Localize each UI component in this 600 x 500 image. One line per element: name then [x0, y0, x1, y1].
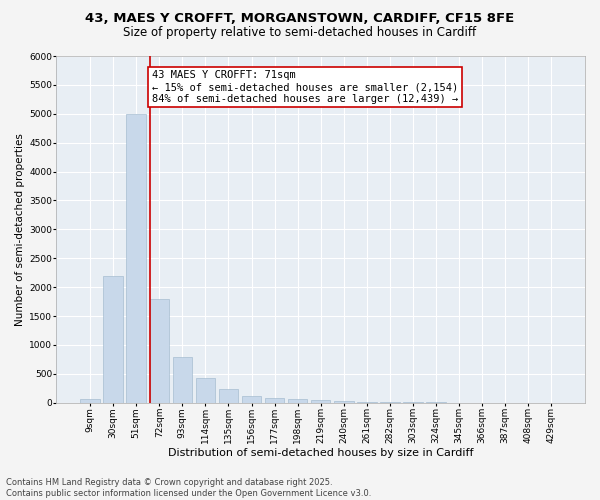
Bar	[242, 396, 262, 403]
Bar	[149, 299, 169, 403]
Bar	[380, 402, 400, 403]
Text: 43, MAES Y CROFFT, MORGANSTOWN, CARDIFF, CF15 8FE: 43, MAES Y CROFFT, MORGANSTOWN, CARDIFF,…	[85, 12, 515, 26]
Bar	[334, 402, 353, 403]
Bar	[357, 402, 377, 403]
Y-axis label: Number of semi-detached properties: Number of semi-detached properties	[15, 133, 25, 326]
X-axis label: Distribution of semi-detached houses by size in Cardiff: Distribution of semi-detached houses by …	[168, 448, 473, 458]
Text: Size of property relative to semi-detached houses in Cardiff: Size of property relative to semi-detach…	[124, 26, 476, 39]
Bar	[196, 378, 215, 403]
Bar	[127, 114, 146, 403]
Text: 43 MAES Y CROFFT: 71sqm
← 15% of semi-detached houses are smaller (2,154)
84% of: 43 MAES Y CROFFT: 71sqm ← 15% of semi-de…	[152, 70, 458, 104]
Bar	[265, 398, 284, 403]
Bar	[311, 400, 331, 403]
Bar	[288, 400, 307, 403]
Text: Contains HM Land Registry data © Crown copyright and database right 2025.
Contai: Contains HM Land Registry data © Crown c…	[6, 478, 371, 498]
Bar	[103, 276, 123, 403]
Bar	[218, 390, 238, 403]
Bar	[80, 400, 100, 403]
Bar	[173, 356, 192, 403]
